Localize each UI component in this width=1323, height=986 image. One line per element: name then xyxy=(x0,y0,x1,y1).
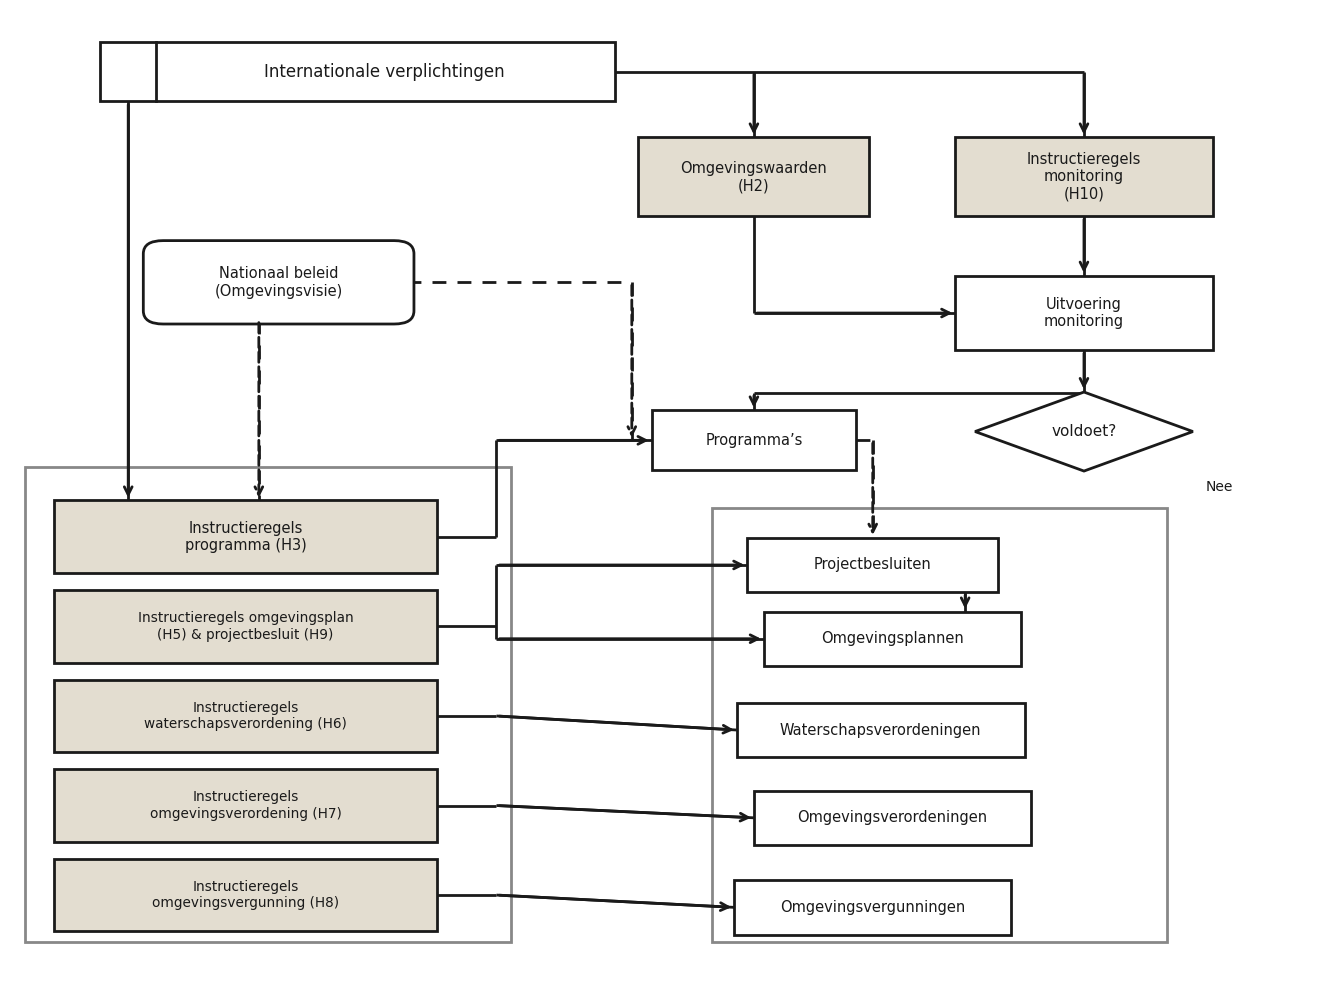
Bar xyxy=(737,703,1024,757)
Bar xyxy=(54,769,437,842)
Text: Nationaal beleid
(Omgevingsvisie): Nationaal beleid (Omgevingsvisie) xyxy=(214,266,343,299)
Bar xyxy=(54,679,437,752)
Polygon shape xyxy=(975,392,1193,471)
Text: Omgevingsvergunningen: Omgevingsvergunningen xyxy=(781,900,966,915)
Bar xyxy=(734,880,1011,935)
Text: Instructieregels omgevingsplan
(H5) & projectbesluit (H9): Instructieregels omgevingsplan (H5) & pr… xyxy=(138,611,353,642)
Text: Omgevingsplannen: Omgevingsplannen xyxy=(822,631,964,646)
Bar xyxy=(54,859,437,932)
Bar xyxy=(639,137,869,217)
Bar xyxy=(754,791,1031,845)
Bar xyxy=(652,410,856,470)
Text: Uitvoering
monitoring: Uitvoering monitoring xyxy=(1044,297,1125,329)
Text: Instructieregels
waterschapsverordening (H6): Instructieregels waterschapsverordening … xyxy=(144,701,347,731)
Bar xyxy=(955,276,1213,350)
Text: Instructieregels
monitoring
(H10): Instructieregels monitoring (H10) xyxy=(1027,152,1142,202)
Text: Programma’s: Programma’s xyxy=(705,433,803,448)
Text: Instructieregels
omgevingsverordening (H7): Instructieregels omgevingsverordening (H… xyxy=(149,791,341,820)
Text: Instructieregels
omgevingsvergunning (H8): Instructieregels omgevingsvergunning (H8… xyxy=(152,880,339,910)
Text: Waterschapsverordeningen: Waterschapsverordeningen xyxy=(779,723,982,738)
Bar xyxy=(54,501,437,573)
Bar xyxy=(955,137,1213,217)
Bar xyxy=(101,41,615,102)
Bar xyxy=(712,508,1167,943)
Text: Omgevingswaarden
(H2): Omgevingswaarden (H2) xyxy=(680,161,827,193)
Text: Instructieregels
programma (H3): Instructieregels programma (H3) xyxy=(185,521,307,553)
Text: Omgevingsverordeningen: Omgevingsverordeningen xyxy=(798,810,987,825)
Text: Projectbesluiten: Projectbesluiten xyxy=(814,557,931,573)
Bar xyxy=(25,466,511,943)
FancyBboxPatch shape xyxy=(143,241,414,324)
Text: voldoet?: voldoet? xyxy=(1052,424,1117,439)
Bar xyxy=(747,537,998,593)
Text: Internationale verplichtingen: Internationale verplichtingen xyxy=(265,63,504,81)
Text: Nee: Nee xyxy=(1207,480,1233,494)
Bar xyxy=(763,611,1021,666)
Bar xyxy=(54,590,437,663)
